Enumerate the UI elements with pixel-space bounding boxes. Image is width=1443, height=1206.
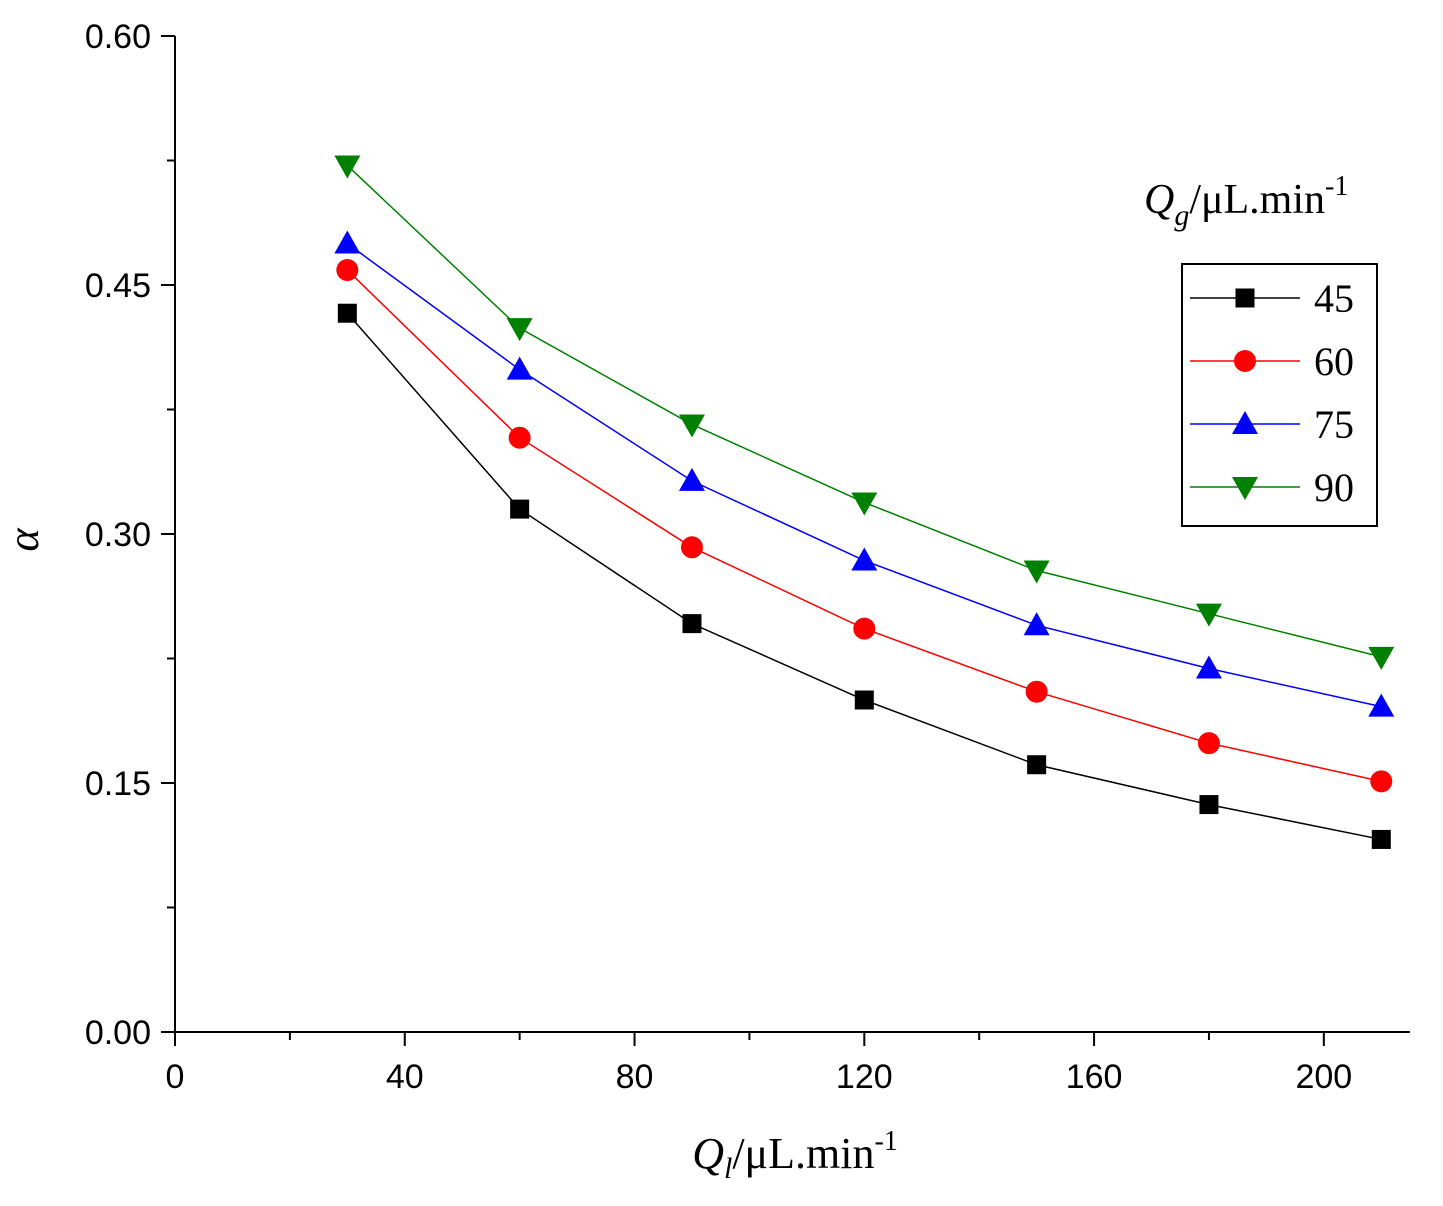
data-point-90 — [851, 492, 878, 516]
data-point-60 — [1025, 680, 1048, 703]
data-point-75 — [1023, 612, 1050, 636]
data-point-90 — [1368, 646, 1395, 670]
y-tick-label: 0.45 — [85, 267, 151, 305]
x-tick-label: 200 — [1295, 1058, 1352, 1096]
data-point-45 — [854, 690, 874, 710]
data-point-75 — [678, 467, 705, 491]
series-75 — [334, 230, 1395, 717]
legend-label-60: 60 — [1314, 339, 1354, 384]
legend-marker-45 — [1235, 288, 1255, 308]
data-point-60 — [1197, 732, 1220, 755]
series-45 — [337, 303, 1391, 849]
legend-label-75: 75 — [1314, 402, 1354, 447]
data-point-60 — [680, 536, 703, 559]
x-axis-title-main: Q — [692, 1129, 724, 1178]
data-point-45 — [682, 614, 702, 634]
x-axis-title: Ql/μL.min-1 — [692, 1126, 898, 1185]
y-tick-label: 0.30 — [85, 516, 151, 554]
data-point-75 — [1195, 655, 1222, 679]
data-point-90 — [1023, 560, 1050, 584]
legend-entry-90: 90 — [1190, 465, 1354, 510]
data-point-90 — [334, 155, 361, 179]
ticks: 0 40 80 120 160 200 0.00 0.15 0.30 0.45 0.60 — [85, 18, 1352, 1096]
legend-label-45: 45 — [1314, 276, 1354, 321]
legend-title-sub: g — [1174, 199, 1189, 232]
y-axis-title: α — [0, 528, 48, 552]
data-point-90 — [506, 318, 533, 342]
data-point-60 — [508, 426, 531, 449]
legend-title-exp: -1 — [1325, 171, 1348, 202]
data-point-90 — [678, 414, 705, 438]
x-axis-title-exp: -1 — [874, 1126, 897, 1157]
data-point-45 — [1371, 829, 1391, 849]
data-point-45 — [337, 303, 357, 323]
legend-box — [1181, 263, 1378, 527]
data-point-75 — [506, 356, 533, 380]
data-point-60 — [336, 259, 359, 282]
legend-entry-60: 60 — [1190, 339, 1354, 384]
data-point-75 — [1368, 693, 1395, 717]
data-point-75 — [334, 230, 361, 254]
data-point-75 — [851, 547, 878, 571]
y-tick-label: 0.60 — [85, 18, 151, 56]
data-point-60 — [853, 617, 876, 640]
x-tick-label: 0 — [166, 1058, 185, 1096]
data-point-45 — [510, 499, 530, 519]
x-tick-label: 80 — [616, 1058, 654, 1096]
y-tick-label: 0.00 — [85, 1014, 151, 1052]
legend-title-main: Q — [1144, 177, 1174, 223]
x-tick-label: 120 — [836, 1058, 893, 1096]
legend-label-90: 90 — [1314, 465, 1354, 510]
legend-title-unit: /μL.min — [1189, 177, 1325, 223]
x-axis-title-unit: /μL.min — [732, 1129, 874, 1178]
legend-marker-60 — [1234, 350, 1256, 372]
data-point-45 — [1199, 795, 1219, 815]
data-point-45 — [1027, 755, 1047, 775]
x-tick-label: 40 — [386, 1058, 424, 1096]
legend: Qg/μL.min-1 45 60 75 90 — [1144, 171, 1378, 527]
legend-marker-75 — [1232, 411, 1258, 434]
series-layer — [334, 155, 1395, 849]
legend-title: Qg/μL.min-1 — [1144, 171, 1348, 232]
series-90 — [334, 155, 1395, 670]
series-60 — [336, 259, 1393, 793]
data-point-90 — [1195, 603, 1222, 627]
x-tick-label: 160 — [1066, 1058, 1123, 1096]
legend-entries: 45 60 75 90 — [1190, 276, 1354, 510]
data-point-60 — [1370, 770, 1393, 793]
x-axis-title-sub: l — [724, 1152, 732, 1185]
legend-marker-90 — [1232, 477, 1258, 500]
legend-entry-45: 45 — [1190, 276, 1354, 321]
legend-entry-75: 75 — [1190, 402, 1354, 447]
y-tick-label: 0.15 — [85, 765, 151, 803]
